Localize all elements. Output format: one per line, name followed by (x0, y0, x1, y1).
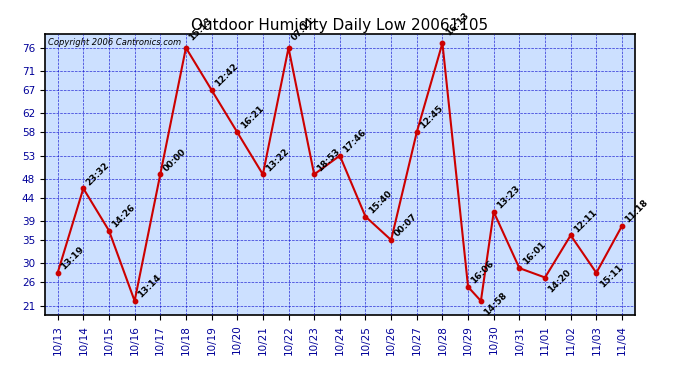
Point (360, 214, 371, 220)
Point (475, 298, 486, 304)
Text: 16:21: 16:21 (239, 104, 265, 131)
Point (334, 153, 345, 159)
Title: Outdoor Humidity Daily Low 20061105: Outdoor Humidity Daily Low 20061105 (191, 18, 489, 33)
Text: 07:11: 07:11 (290, 16, 317, 42)
Point (155, 171, 166, 177)
Point (386, 237, 397, 243)
Point (540, 274, 551, 280)
Text: 15:40: 15:40 (367, 189, 393, 215)
Point (411, 129, 422, 135)
Point (206, 87, 217, 93)
Text: Copyright 2006 Cantronics.com: Copyright 2006 Cantronics.com (48, 38, 181, 47)
Point (180, 45, 191, 51)
Point (232, 129, 243, 135)
Point (489, 209, 500, 215)
Point (514, 265, 525, 271)
Text: 18:53: 18:53 (315, 146, 342, 173)
Point (308, 171, 319, 177)
Text: 17:46: 17:46 (342, 128, 368, 154)
Point (257, 171, 268, 177)
Point (78, 186, 89, 191)
Text: 14:58: 14:58 (482, 291, 509, 318)
Text: 13:23: 13:23 (495, 184, 522, 210)
Point (462, 284, 473, 290)
Text: 00:07: 00:07 (393, 212, 419, 238)
Point (283, 45, 294, 51)
Text: 16:13: 16:13 (444, 11, 471, 38)
Point (104, 228, 115, 234)
Point (437, 40, 448, 46)
Text: 13:14: 13:14 (136, 273, 163, 300)
Text: 14:20: 14:20 (546, 267, 573, 294)
Text: 14:26: 14:26 (110, 202, 137, 229)
Point (616, 223, 627, 229)
Point (565, 232, 576, 238)
Text: 12:45: 12:45 (418, 104, 445, 131)
Text: 23:32: 23:32 (85, 160, 111, 187)
Text: 12:11: 12:11 (572, 207, 599, 234)
Text: 11:18: 11:18 (623, 198, 650, 225)
Text: 15:13: 15:13 (187, 16, 214, 42)
Text: 16:06: 16:06 (469, 259, 496, 285)
Text: 13:19: 13:19 (59, 245, 86, 272)
Text: 00:00: 00:00 (161, 147, 188, 173)
Point (591, 270, 602, 276)
Text: 15:11: 15:11 (598, 263, 624, 290)
Text: 12:42: 12:42 (213, 62, 239, 88)
Point (129, 298, 140, 304)
Text: 13:22: 13:22 (264, 146, 291, 173)
Point (52, 270, 63, 276)
Text: 16:01: 16:01 (521, 240, 547, 267)
